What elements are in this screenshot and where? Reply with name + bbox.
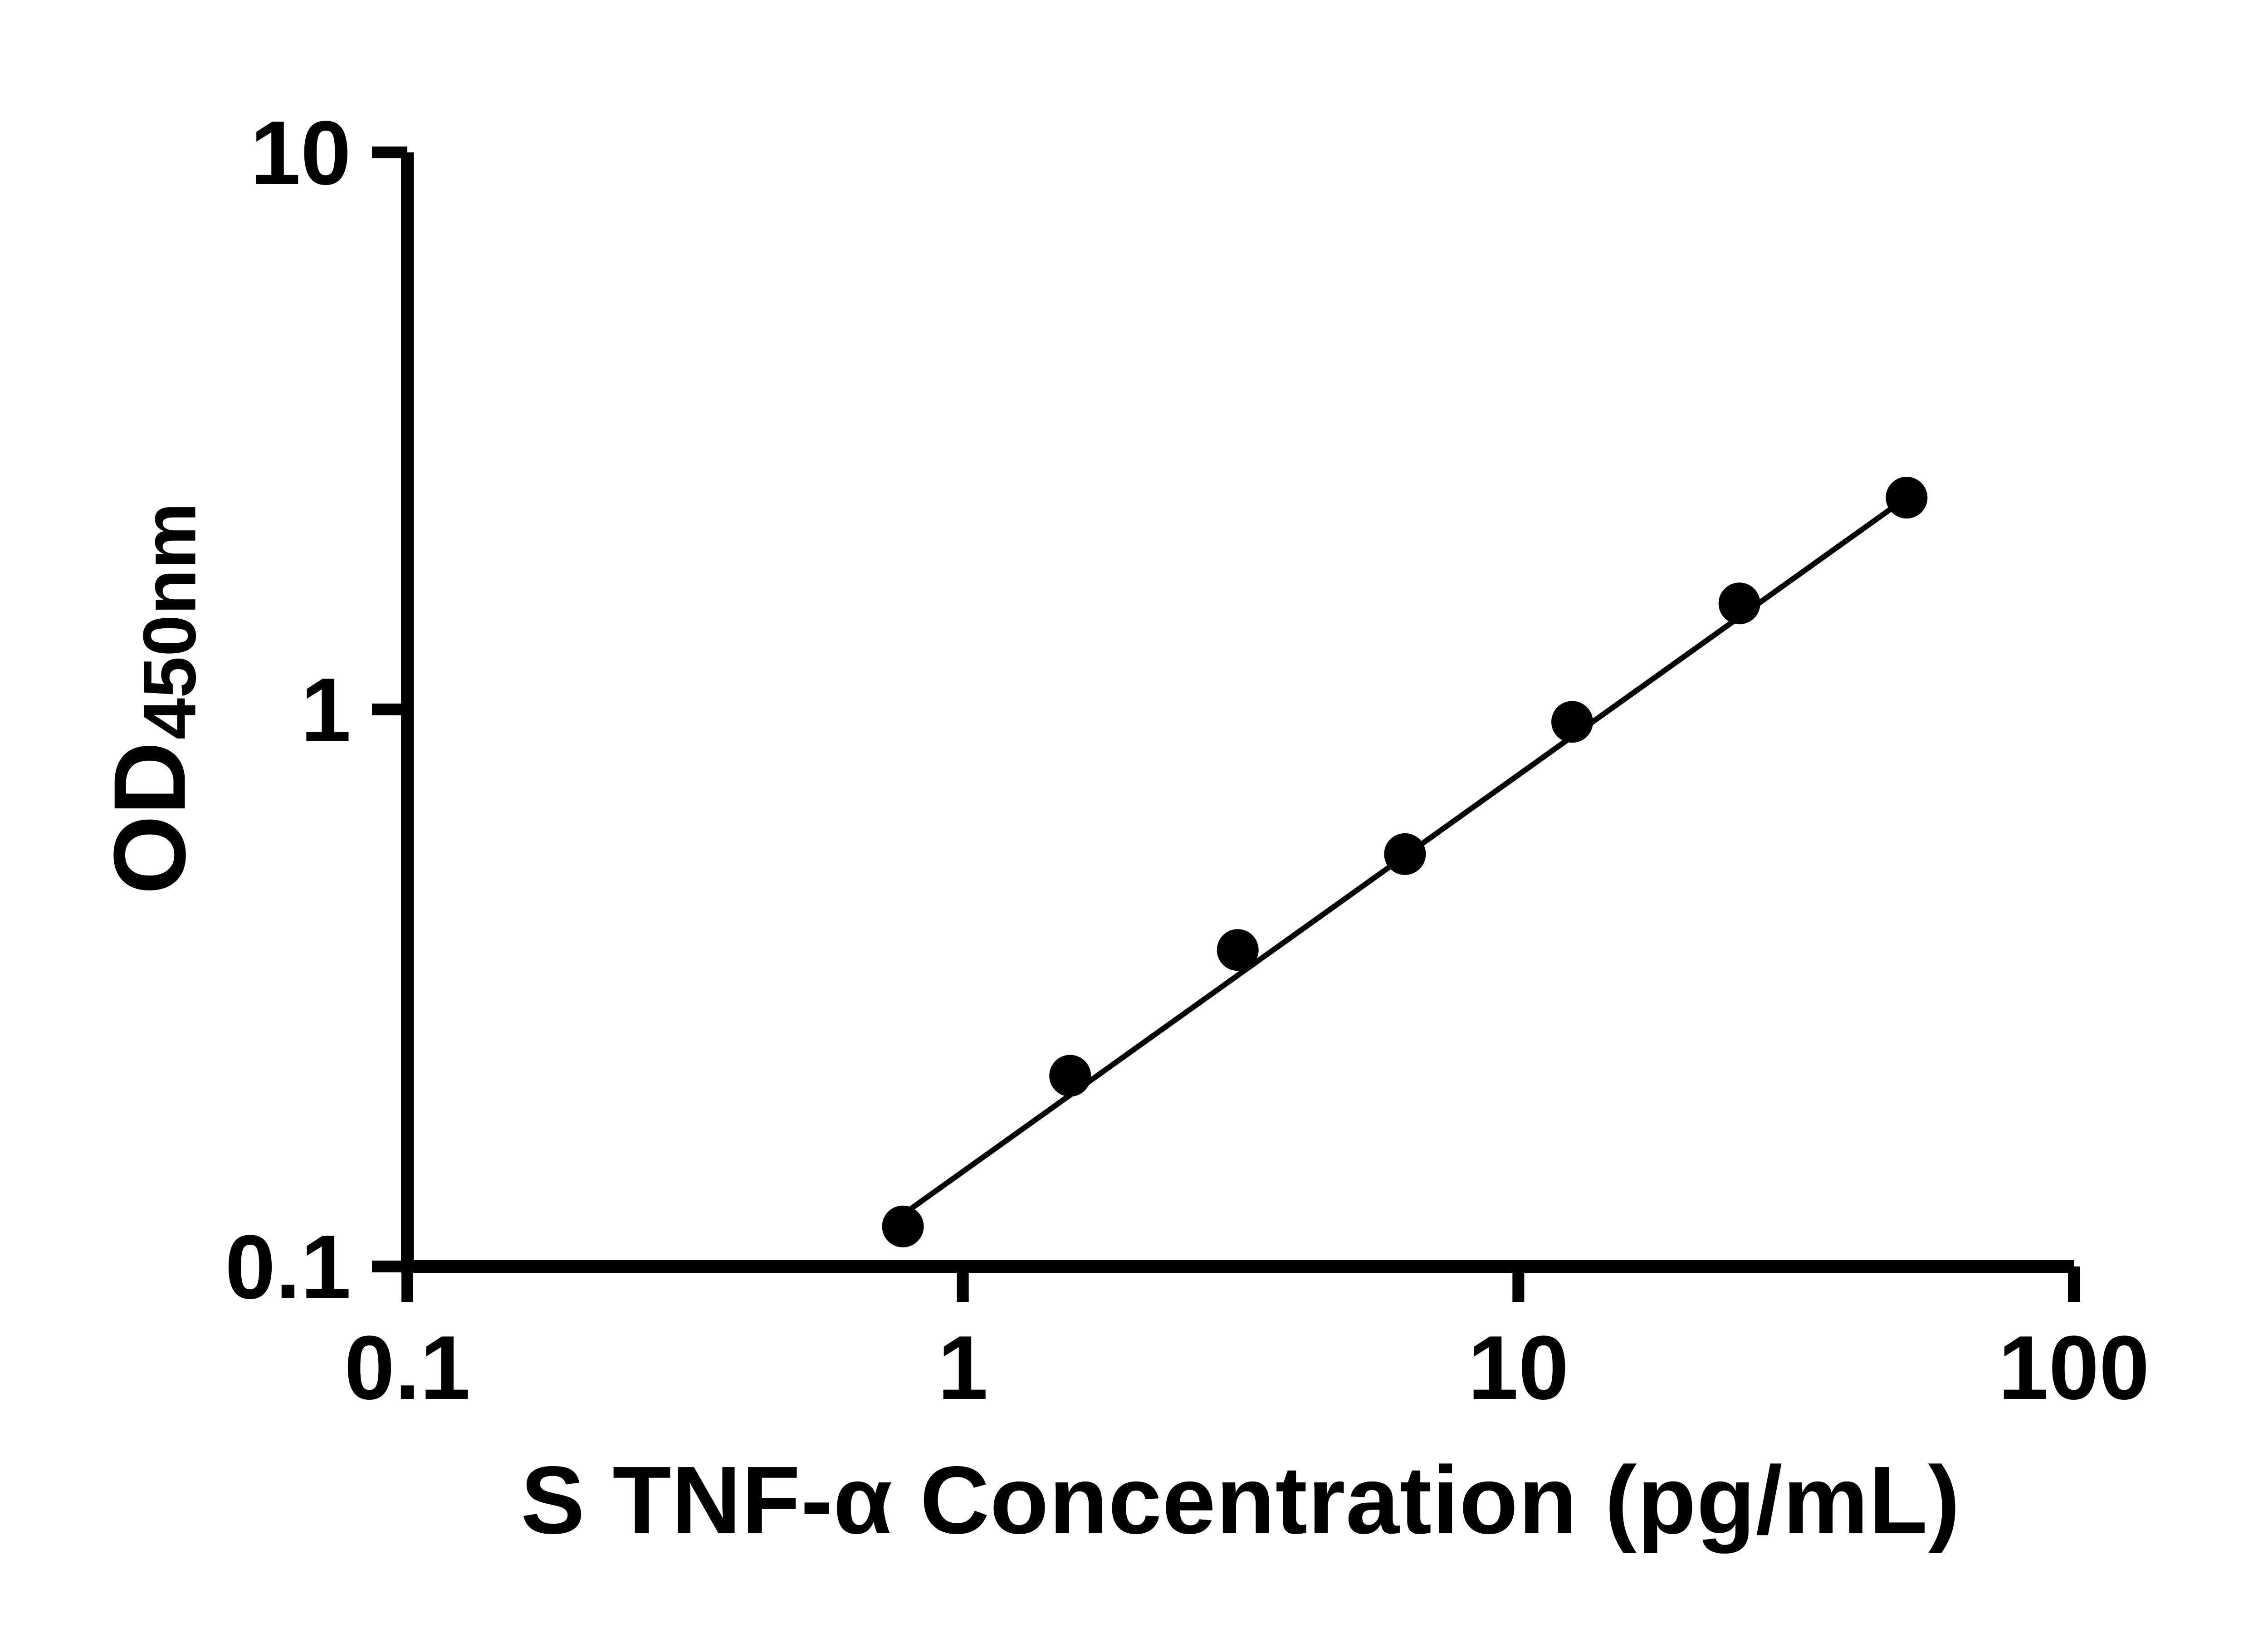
data-point (1217, 929, 1259, 971)
data-point (1551, 701, 1593, 743)
data-point (1049, 1055, 1091, 1097)
x-tick-label: 1 (938, 1317, 988, 1418)
x-axis-title: S TNF-α Concentration (pg/mL) (520, 1446, 1961, 1554)
data-point (1384, 833, 1426, 875)
data-point (882, 1205, 924, 1247)
y-axis-title-main: OD (92, 741, 207, 895)
y-tick-label: 0.1 (225, 1217, 351, 1318)
data-point (1718, 582, 1760, 625)
y-axis-title: OD450nm (91, 502, 211, 895)
y-tick-label: 1 (301, 660, 351, 761)
axes-spine (401, 152, 2074, 1273)
y-axis-title-subscript: 450nm (127, 502, 211, 740)
x-tick-label: 100 (1998, 1317, 2150, 1418)
data-point (1886, 477, 1928, 519)
y-tick-label: 10 (250, 103, 351, 204)
x-tick-label: 10 (1468, 1317, 1569, 1418)
x-tick-label: 0.1 (344, 1317, 470, 1418)
